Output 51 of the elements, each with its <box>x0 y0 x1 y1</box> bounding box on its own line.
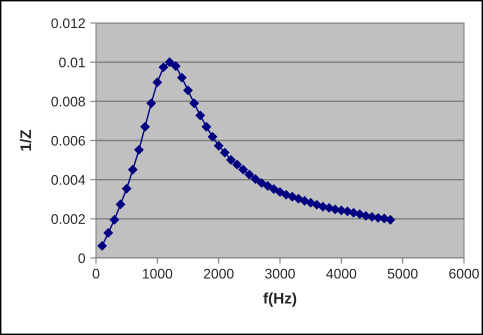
point <box>152 77 162 88</box>
point <box>281 190 292 200</box>
x-tick-label: 1000 <box>142 268 172 279</box>
x-tick-label: 0 <box>92 268 100 279</box>
x-tick-label: 4000 <box>326 268 356 279</box>
point <box>158 62 168 72</box>
point <box>122 184 132 194</box>
point <box>250 174 260 184</box>
point <box>268 184 279 194</box>
point <box>300 196 310 206</box>
point <box>214 140 224 151</box>
point <box>354 209 365 220</box>
point <box>201 122 212 132</box>
x-tick-label: 2000 <box>204 268 234 279</box>
point <box>306 198 316 208</box>
y-tick-label: 0.008 <box>51 96 85 107</box>
point <box>330 204 340 214</box>
y-tick-label: 0.002 <box>51 214 85 224</box>
point <box>134 144 144 155</box>
point <box>232 160 242 170</box>
y-tick-label: 0.004 <box>51 175 86 185</box>
point <box>128 164 138 175</box>
point <box>220 148 230 158</box>
x-axis-title: f(Hz) <box>263 292 296 307</box>
point <box>97 240 108 251</box>
y-tick-label: 0 <box>78 253 86 264</box>
y-tick-label: 0.006 <box>51 136 85 146</box>
y-tick-label: 0.01 <box>59 58 85 68</box>
point <box>140 122 150 132</box>
point <box>262 181 273 191</box>
x-tick-label: 5000 <box>388 268 418 279</box>
point <box>256 178 267 188</box>
point <box>208 132 218 142</box>
point <box>103 228 114 238</box>
x-tick-label: 6000 <box>449 268 479 279</box>
point <box>238 164 248 175</box>
point <box>195 110 206 120</box>
y-tick-label: 0.012 <box>51 18 85 28</box>
point <box>176 72 187 83</box>
point <box>146 98 156 108</box>
point <box>109 214 120 225</box>
point <box>116 199 126 210</box>
point <box>385 214 396 225</box>
point <box>183 85 193 96</box>
point <box>226 154 236 165</box>
x-tick-label: 3000 <box>265 268 295 279</box>
point <box>164 57 175 68</box>
y-axis-title: 1/Z <box>20 130 32 151</box>
point <box>244 170 254 180</box>
point <box>170 61 181 71</box>
point <box>189 98 200 108</box>
